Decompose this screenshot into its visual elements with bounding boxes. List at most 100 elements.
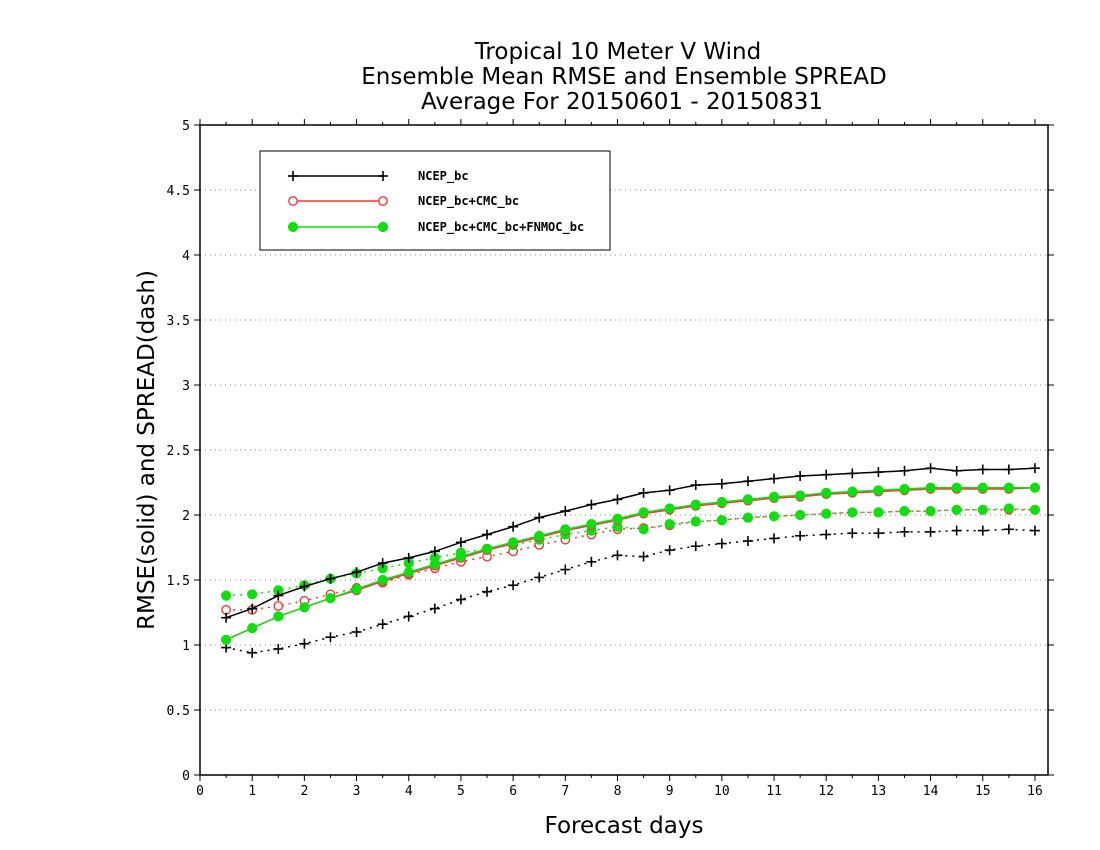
- point-ncep-bc-spread-26: [899, 526, 910, 537]
- point-ncep-bc-cmc-bc-fnmoc-bc-rmse-28: [951, 482, 962, 493]
- point-ncep-bc-rmse-18: [690, 480, 701, 491]
- point-ncep-bc-rmse-16: [638, 487, 649, 498]
- point-ncep-bc-cmc-bc-fnmoc-bc-rmse-18: [690, 499, 701, 510]
- title-line-2: Ensemble Mean RMSE and Ensemble SPREAD: [361, 64, 886, 90]
- y-tick-label-5: 2.5: [167, 444, 190, 459]
- point-ncep-bc-rmse-10: [482, 529, 493, 540]
- point-ncep-bc-rmse-1: [247, 603, 258, 614]
- point-ncep-bc-cmc-bc-fnmoc-bc-spread-0: [220, 590, 232, 601]
- point-ncep-bc-spread-11: [508, 580, 519, 591]
- point-ncep-bc-cmc-bc-fnmoc-bc-spread-27: [925, 506, 936, 517]
- y-tick-label-4: 2: [182, 509, 190, 524]
- series-layer: [220, 463, 1041, 658]
- x-tick-label-0: 0: [196, 784, 204, 799]
- x-tick-label-11: 11: [766, 784, 782, 799]
- point-ncep-bc-spread-14: [586, 556, 597, 567]
- series-ncep-bc-cmc-bc-fnmoc-bc-spread: [220, 503, 1041, 601]
- x-tick-label-7: 7: [561, 784, 569, 799]
- point-ncep-bc-spread-15: [612, 550, 623, 561]
- y-axis-label: RMSE(solid) and SPREAD(dash): [134, 270, 160, 630]
- series-ncep-bc-cmc-bc-fnmoc-bc-rmse: [220, 482, 1041, 645]
- point-ncep-bc-spread-13: [560, 564, 571, 575]
- axes: 00.511.522.533.544.550 1 2 3 4 5 6 7 8 9 10 11 12 13 1…: [167, 119, 1054, 799]
- series-ncep-bc-cmc-bc-rmse-line: [225, 486, 1036, 641]
- x-tick-label-16: 16: [1027, 784, 1043, 799]
- x-tick-label-14: 14: [923, 784, 939, 799]
- point-ncep-bc-cmc-bc-fnmoc-bc-rmse-26: [899, 483, 910, 495]
- point-ncep-bc-cmc-bc-fnmoc-bc-rmse-1: [247, 623, 258, 634]
- point-ncep-bc-spread-5: [351, 627, 362, 637]
- x-tick-label-5: 5: [457, 784, 465, 799]
- x-tick-label-12: 12: [818, 784, 834, 799]
- point-ncep-bc-cmc-bc-fnmoc-bc-rmse-4: [325, 593, 336, 604]
- point-ncep-bc-spread-31: [1029, 525, 1040, 536]
- point-ncep-bc-rmse-7: [403, 552, 414, 563]
- point-ncep-bc-spread-7: [403, 611, 414, 622]
- point-ncep-bc-cmc-bc-fnmoc-bc-spread-1: [247, 589, 258, 600]
- point-ncep-bc-cmc-bc-fnmoc-bc-spread-18: [690, 516, 701, 527]
- x-axis-label: Forecast days: [545, 813, 704, 839]
- point-ncep-bc-cmc-bc-fnmoc-bc-rmse-17: [664, 503, 675, 514]
- point-ncep-bc-rmse-3: [299, 581, 310, 592]
- series-ncep-bc-cmc-bc-spread: [221, 504, 1040, 615]
- point-ncep-bc-rmse-2: [273, 590, 284, 601]
- point-ncep-bc-rmse-23: [821, 469, 832, 480]
- point-ncep-bc-cmc-bc-fnmoc-bc-spread-25: [873, 507, 884, 518]
- point-ncep-bc-spread-28: [951, 525, 962, 536]
- point-ncep-bc-spread-20: [742, 536, 753, 546]
- point-ncep-bc-cmc-bc-fnmoc-bc-rmse-19: [716, 496, 727, 508]
- point-ncep-bc-rmse-12: [534, 512, 545, 523]
- y-tick-label-6: 3: [182, 379, 190, 394]
- point-ncep-bc-rmse-11: [508, 521, 519, 532]
- point-ncep-bc-rmse-24: [847, 468, 858, 479]
- legend-marker-end: [377, 221, 389, 233]
- point-ncep-bc-cmc-bc-fnmoc-bc-spread-19: [716, 515, 727, 526]
- point-ncep-bc-spread-1: [247, 647, 258, 658]
- point-ncep-bc-cmc-bc-fnmoc-bc-rmse-11: [508, 537, 519, 548]
- y-tick-label-8: 4: [182, 249, 190, 264]
- point-ncep-bc-spread-21: [769, 533, 780, 544]
- point-ncep-bc-cmc-bc-fnmoc-bc-spread-26: [899, 506, 910, 517]
- point-ncep-bc-rmse-8: [429, 546, 440, 557]
- series-ncep-bc-cmc-bc-rmse: [221, 482, 1040, 645]
- point-ncep-bc-cmc-bc-fnmoc-bc-rmse-0: [220, 634, 232, 645]
- point-ncep-bc-spread-24: [847, 528, 858, 539]
- x-tick-label-8: 8: [614, 784, 622, 799]
- point-ncep-bc-cmc-bc-fnmoc-bc-rmse-29: [977, 482, 988, 493]
- point-ncep-bc-rmse-5: [351, 567, 362, 578]
- legend-entry-ncep-bc: NCEP_bc: [288, 169, 469, 184]
- y-tick-label-10: 5: [182, 119, 190, 134]
- point-ncep-bc-rmse-15: [612, 494, 623, 505]
- point-ncep-bc-spread-30: [1003, 524, 1014, 535]
- point-ncep-bc-cmc-bc-fnmoc-bc-spread-29: [977, 504, 988, 515]
- legend-marker-start: [288, 196, 298, 206]
- point-ncep-bc-rmse-4: [325, 573, 336, 584]
- y-tick-label-2: 1: [182, 639, 190, 654]
- point-ncep-bc-cmc-bc-fnmoc-bc-spread-17: [664, 519, 675, 530]
- x-tick-label-13: 13: [871, 784, 887, 799]
- point-ncep-bc-cmc-bc-fnmoc-bc-rmse-5: [351, 584, 362, 595]
- point-ncep-bc-cmc-bc-fnmoc-bc-rmse-15: [612, 513, 623, 525]
- legend-marker-end: [378, 171, 388, 181]
- point-ncep-bc-cmc-bc-fnmoc-bc-spread-31: [1029, 504, 1041, 515]
- title-line-1: Tropical 10 Meter V Wind: [474, 39, 761, 65]
- point-ncep-bc-spread-8: [429, 603, 440, 614]
- point-ncep-bc-rmse-25: [873, 467, 884, 478]
- point-ncep-bc-rmse-0: [221, 612, 232, 623]
- point-ncep-bc-cmc-bc-fnmoc-bc-rmse-9: [455, 551, 467, 562]
- x-tick-label-4: 4: [405, 784, 413, 799]
- point-ncep-bc-cmc-bc-fnmoc-bc-rmse-3: [299, 602, 310, 613]
- chart-title: Tropical 10 Meter V Wind Ensemble Mean R…: [361, 39, 886, 115]
- point-ncep-bc-rmse-29: [977, 464, 988, 475]
- point-ncep-bc-spread-29: [977, 525, 988, 536]
- point-ncep-bc-spread-12: [534, 572, 545, 583]
- legend-marker-start: [287, 221, 299, 233]
- x-tick-label-3: 3: [353, 784, 361, 799]
- point-ncep-bc-cmc-bc-fnmoc-bc-spread-30: [1003, 503, 1014, 514]
- legend-marker-start: [288, 171, 298, 181]
- point-ncep-bc-cmc-bc-fnmoc-bc-rmse-24: [847, 486, 858, 497]
- point-ncep-bc-spread-6: [377, 619, 388, 630]
- point-ncep-bc-spread-19: [716, 538, 727, 549]
- point-ncep-bc-cmc-bc-fnmoc-bc-spread-22: [795, 509, 806, 521]
